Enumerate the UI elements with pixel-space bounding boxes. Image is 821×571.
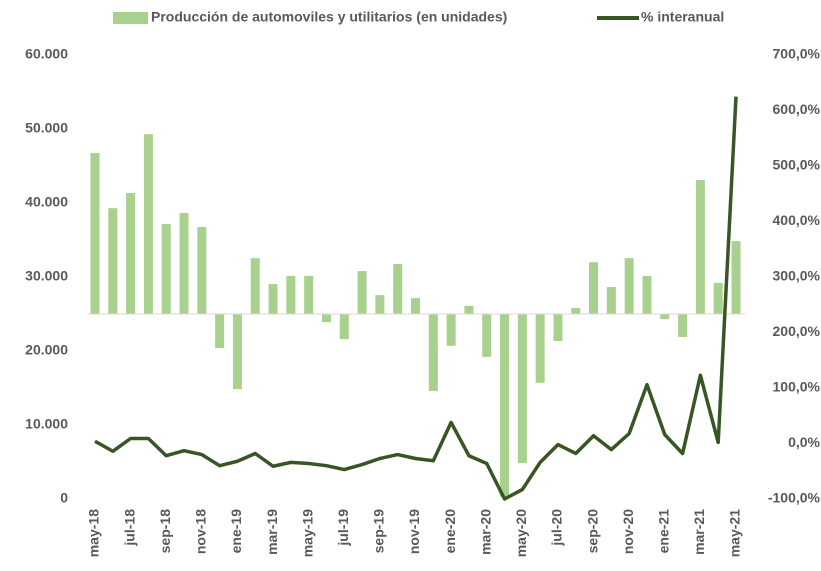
- y2-tick-label: 500,0%: [773, 157, 821, 173]
- bar: [464, 305, 474, 314]
- bar: [642, 275, 652, 314]
- x-tick-label: may-21: [727, 509, 743, 557]
- y-tick-label: 10.000: [25, 416, 68, 432]
- x-tick-label: ene-21: [655, 509, 671, 554]
- bar: [428, 314, 438, 391]
- x-tick-label: may-20: [513, 509, 529, 557]
- bar: [660, 314, 670, 320]
- x-tick-label: jul-19: [335, 509, 351, 547]
- x-tick-label: nov-18: [193, 509, 209, 554]
- x-tick-label: mar-20: [477, 509, 493, 555]
- x-tick-label: sep-20: [584, 509, 600, 554]
- bar: [535, 314, 545, 383]
- x-tick-label: sep-19: [371, 509, 387, 554]
- bar: [393, 264, 403, 314]
- x-tick-label: mar-21: [691, 509, 707, 555]
- bar: [357, 271, 367, 314]
- bar: [482, 314, 492, 357]
- bar: [286, 275, 296, 314]
- legend-label: Producción de automoviles y utilitarios …: [151, 9, 507, 25]
- bar: [232, 314, 242, 390]
- legend-label: % interanual: [641, 9, 724, 25]
- bar: [731, 241, 741, 314]
- y2-tick-label: -100,0%: [768, 490, 821, 506]
- y2-tick-label: 100,0%: [773, 379, 821, 395]
- bar: [446, 314, 456, 346]
- bar: [411, 298, 420, 314]
- x-tick-label: jul-20: [549, 509, 565, 547]
- bar: [553, 314, 563, 342]
- y-tick-label: 0: [60, 490, 68, 506]
- bar: [624, 258, 634, 314]
- bar: [250, 258, 260, 314]
- legend-swatch: [113, 12, 148, 24]
- bar: [90, 153, 100, 314]
- bar: [589, 262, 599, 314]
- x-tick-label: may-19: [299, 509, 315, 557]
- x-tick-label: ene-20: [442, 509, 458, 554]
- y-tick-label: 60.000: [25, 46, 68, 62]
- y-tick-label: 30.000: [25, 268, 68, 284]
- bar: [713, 282, 723, 314]
- bar: [108, 208, 118, 314]
- bar: [339, 314, 349, 340]
- line: [94, 96, 738, 501]
- y2-tick-label: 600,0%: [773, 101, 821, 117]
- bar: [606, 286, 616, 314]
- bar: [321, 314, 331, 323]
- x-tick-label: ene-19: [228, 509, 244, 554]
- y2-tick-label: 700,0%: [773, 46, 821, 62]
- x-tick-label: nov-19: [406, 509, 422, 554]
- y-tick-label: 20.000: [25, 342, 68, 358]
- y2-tick-label: 400,0%: [773, 212, 821, 228]
- x-tick-label: mar-19: [264, 509, 280, 555]
- x-tick-label: nov-20: [620, 509, 636, 554]
- bar: [304, 275, 314, 314]
- bar: [161, 224, 171, 314]
- bar: [268, 284, 278, 314]
- x-tick-label: jul-18: [121, 509, 137, 547]
- bar: [500, 314, 510, 497]
- y2-tick-label: 200,0%: [773, 323, 821, 339]
- bar: [143, 134, 153, 314]
- x-tick-label: sep-18: [157, 509, 173, 554]
- y2-tick-label: 300,0%: [773, 268, 821, 284]
- bar: [197, 227, 207, 314]
- bar: [678, 314, 688, 337]
- bar: [695, 180, 705, 314]
- bar: [126, 193, 136, 314]
- bar: [179, 212, 189, 314]
- bar: [375, 295, 385, 314]
- y-tick-label: 50.000: [25, 120, 68, 136]
- x-tick-label: may-18: [86, 509, 102, 557]
- bar: [517, 314, 527, 464]
- y-tick-label: 40.000: [25, 194, 68, 210]
- y2-tick-label: 0,0%: [788, 434, 820, 450]
- bar: [571, 308, 581, 314]
- bar: [215, 314, 225, 349]
